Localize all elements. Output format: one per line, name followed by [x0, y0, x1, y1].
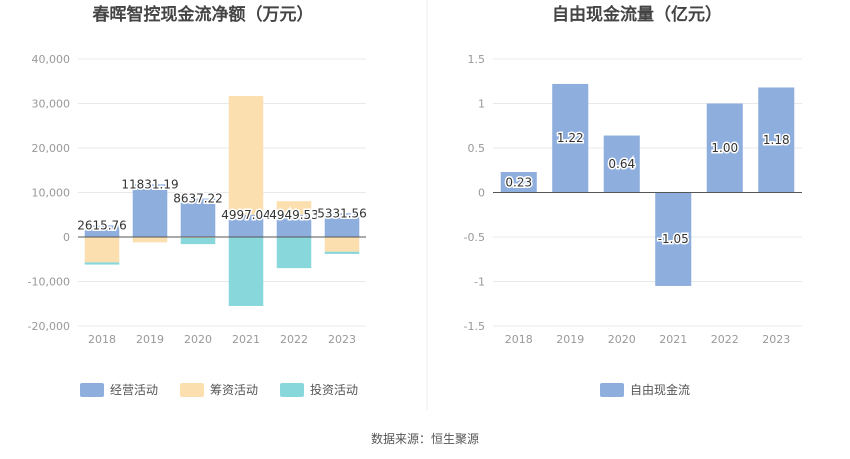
right-xtick-label: 2018	[505, 333, 533, 346]
left-bar-2020-s2	[180, 237, 216, 245]
right-bar-2020-s0	[603, 135, 640, 193]
data-source: 数据来源：恒生聚源	[371, 431, 479, 446]
left-bar-2019-s0	[132, 184, 168, 237]
left-ytick-label: 30,000	[32, 98, 71, 111]
right-xtick-label: 2023	[762, 333, 790, 346]
left-data-label: 11831.19	[121, 177, 178, 191]
left-legend: 经营活动 筹资活动 投资活动	[80, 382, 358, 397]
right-ytick-label: -0.5	[464, 231, 485, 244]
left-ytick-label: -20,000	[28, 320, 70, 333]
right-bar-2022-s0	[706, 103, 743, 193]
right-ytick-label: 0	[478, 187, 485, 200]
right-data-label: 1.18	[763, 133, 790, 147]
left-bar-2022-s2	[276, 237, 312, 269]
right-xtick-label: 2019	[556, 333, 584, 346]
left-data-label: 4949.53	[269, 208, 319, 222]
right-data-label: 0.64	[608, 157, 635, 171]
left-bar-2021-s1	[228, 95, 264, 215]
left-data-label: 2615.76	[77, 218, 127, 232]
left-xtick-label: 2022	[280, 333, 308, 346]
left-xtick-label: 2021	[232, 333, 260, 346]
left-bar-2018-s2	[84, 262, 120, 265]
left-bar-2019-s1	[132, 237, 168, 243]
left-legend-swatch	[80, 383, 104, 397]
left-bar-2022-s0	[276, 214, 312, 237]
left-legend-label: 经营活动	[110, 383, 158, 397]
left-data-label: 8637.22	[173, 192, 223, 206]
left-bar-2022-s1	[276, 201, 312, 215]
right-chart-title: 自由现金流量（亿元）	[552, 4, 722, 25]
right-data-label: 1.22	[557, 131, 584, 145]
right-xtick-label: 2022	[711, 333, 739, 346]
right-xtick-label: 2021	[659, 333, 687, 346]
right-legend-swatch	[600, 383, 624, 397]
left-chart-title: 春晖智控现金流净额（万元）	[93, 4, 314, 25]
right-ytick-label: 1	[478, 98, 485, 111]
right-bar-2018-s0	[500, 172, 537, 193]
left-ytick-label: 40,000	[32, 53, 71, 66]
left-bar-2023-s2	[324, 251, 360, 254]
left-data-label: 5331.56	[317, 206, 367, 220]
left-bar-2021-s0	[228, 214, 264, 237]
right-ytick-label: -1.5	[464, 320, 485, 333]
left-xtick-label: 2020	[184, 333, 212, 346]
left-bar-2023-s1	[324, 237, 360, 252]
left-bar-2023-s0	[324, 213, 360, 237]
right-chart: 1.5 1 0.5 0 -0.5 -1 -1.5 2018 2019 2020 2021 2022 20…	[464, 53, 802, 346]
right-bar-2023-s0	[758, 87, 795, 193]
left-bar-2020-s0	[180, 198, 216, 237]
left-ytick-label: 0	[63, 231, 70, 244]
right-data-label: 1.00	[711, 141, 738, 155]
right-data-label: -1.05	[658, 232, 689, 246]
left-bar-2018-s1	[84, 237, 120, 263]
left-bar-2021-s2	[228, 237, 264, 306]
right-ytick-label: 1.5	[468, 53, 486, 66]
left-xtick-label: 2018	[88, 333, 116, 346]
left-chart: 40,000 30,000 20,000 10,000 0 -10,000 -20,000 2…	[28, 53, 369, 346]
right-legend: 自由现金流	[600, 382, 690, 397]
left-legend-label: 筹资活动	[210, 383, 258, 397]
left-xtick-label: 2023	[328, 333, 356, 346]
left-legend-swatch	[180, 383, 204, 397]
right-bar-2019-s0	[552, 83, 589, 193]
right-ytick-label: -1	[474, 276, 485, 289]
left-legend-label: 投资活动	[310, 382, 358, 397]
left-ytick-label: 20,000	[32, 142, 71, 155]
right-ytick-label: 0.5	[468, 142, 486, 155]
left-ytick-label: 10,000	[32, 187, 71, 200]
left-ytick-label: -10,000	[28, 276, 70, 289]
right-bar-2021-s0	[655, 192, 692, 286]
left-data-label: 4997.04	[221, 208, 271, 222]
right-data-label: 0.23	[505, 175, 532, 189]
left-xtick-label: 2019	[136, 333, 164, 346]
left-bar-2018-s0	[84, 225, 120, 237]
left-legend-swatch	[280, 383, 304, 397]
right-legend-label: 自由现金流	[630, 382, 690, 397]
right-xtick-label: 2020	[608, 333, 636, 346]
